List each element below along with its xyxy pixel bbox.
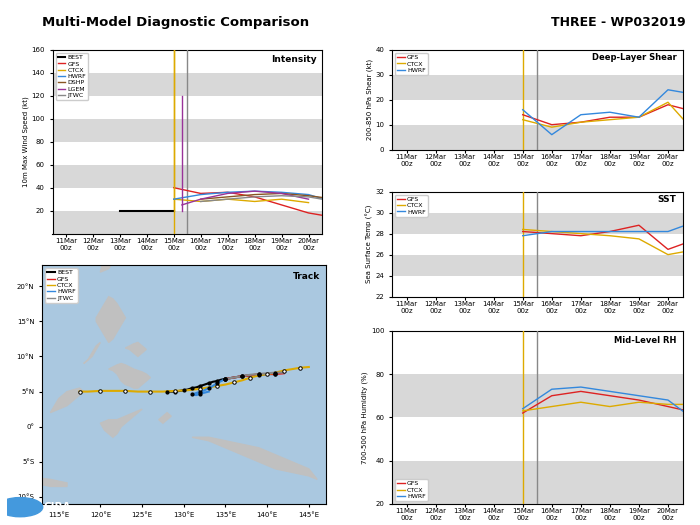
Y-axis label: 200-850 hPa Shear (kt): 200-850 hPa Shear (kt) <box>366 59 372 140</box>
Text: Track: Track <box>293 272 320 281</box>
Polygon shape <box>100 251 113 272</box>
Y-axis label: 700-500 hPa Humidity (%): 700-500 hPa Humidity (%) <box>362 371 368 464</box>
Text: Mid-Level RH: Mid-Level RH <box>615 336 677 345</box>
Text: Deep-Layer Shear: Deep-Layer Shear <box>592 53 677 62</box>
Bar <box>392 50 682 75</box>
Polygon shape <box>0 472 67 487</box>
Polygon shape <box>50 388 84 413</box>
Polygon shape <box>108 363 150 388</box>
Polygon shape <box>100 409 142 437</box>
Legend: BEST, GFS, CTCX, HWRF, DSHP, LGEM, JTWC: BEST, GFS, CTCX, HWRF, DSHP, LGEM, JTWC <box>55 53 88 100</box>
Text: THREE - WP032019: THREE - WP032019 <box>552 16 686 29</box>
Y-axis label: Sea Surface Temp (°C): Sea Surface Temp (°C) <box>365 205 372 284</box>
Polygon shape <box>96 297 125 342</box>
Legend: GFS, CTCX, HWRF: GFS, CTCX, HWRF <box>395 53 428 75</box>
Legend: GFS, CTCX, HWRF: GFS, CTCX, HWRF <box>395 479 428 501</box>
Legend: BEST, GFS, CTCX, HWRF, JTWC: BEST, GFS, CTCX, HWRF, JTWC <box>45 268 78 302</box>
Text: Intensity: Intensity <box>271 56 316 65</box>
Text: CIRA: CIRA <box>44 502 71 512</box>
Bar <box>52 96 322 119</box>
Bar <box>52 50 322 73</box>
Bar <box>392 331 682 374</box>
Polygon shape <box>192 437 317 479</box>
Polygon shape <box>159 413 172 423</box>
Polygon shape <box>125 342 146 356</box>
Legend: GFS, CTCX, HWRF: GFS, CTCX, HWRF <box>395 195 428 216</box>
Polygon shape <box>84 342 100 363</box>
Bar <box>52 188 322 211</box>
Y-axis label: 10m Max Wind Speed (kt): 10m Max Wind Speed (kt) <box>22 97 29 187</box>
Text: SST: SST <box>658 195 677 204</box>
Circle shape <box>0 498 43 517</box>
Text: Multi-Model Diagnostic Comparison: Multi-Model Diagnostic Comparison <box>42 16 309 29</box>
Bar <box>392 234 682 255</box>
Bar <box>392 276 682 297</box>
Bar <box>392 192 682 213</box>
Bar <box>392 100 682 125</box>
Bar <box>52 142 322 165</box>
Bar <box>392 417 682 461</box>
